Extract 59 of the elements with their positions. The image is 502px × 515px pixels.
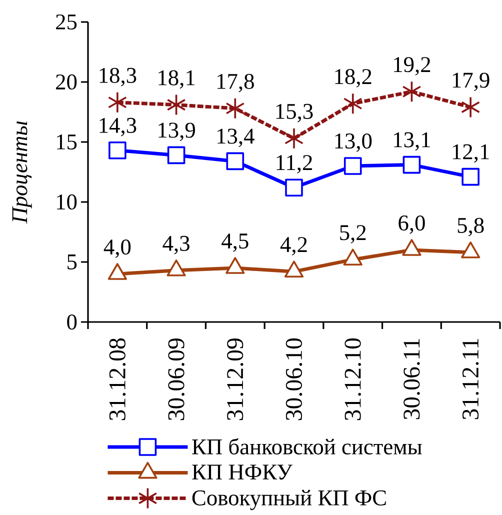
data-label: 18,1 bbox=[158, 70, 195, 89]
point bbox=[108, 92, 127, 114]
data-label: 12,1 bbox=[452, 144, 489, 163]
y-tick-label: 0 bbox=[67, 314, 77, 330]
point bbox=[226, 98, 245, 120]
y-tick-label: 5 bbox=[68, 254, 77, 270]
data-label: 6,0 bbox=[398, 215, 425, 234]
y-tick-label: 15 bbox=[57, 134, 77, 150]
point bbox=[462, 168, 480, 186]
data-label: 14,3 bbox=[100, 118, 136, 136]
point bbox=[226, 257, 245, 274]
data-label: 19,2 bbox=[394, 57, 430, 76]
legend-label: Совокупный КП ФС bbox=[192, 490, 386, 510]
data-label: 18,3 bbox=[100, 68, 136, 86]
point bbox=[166, 94, 186, 116]
point bbox=[166, 260, 186, 276]
point bbox=[402, 239, 422, 256]
data-label: 11,2 bbox=[276, 155, 312, 174]
y-tick-label: 25 bbox=[56, 14, 77, 30]
point bbox=[108, 142, 126, 160]
x-tick-label: 30.06.09 bbox=[168, 338, 184, 420]
data-label: 4,2 bbox=[280, 237, 307, 256]
data-label: 4,5 bbox=[222, 234, 248, 252]
legend-label: КП банковской системы bbox=[192, 438, 422, 454]
data-label: 5,8 bbox=[458, 218, 484, 236]
point bbox=[167, 146, 186, 164]
point bbox=[402, 80, 422, 102]
x-tick-label: 31.12.09 bbox=[227, 338, 244, 420]
x-tick-label: 31.12.08 bbox=[109, 338, 126, 420]
x-tick-label: 30.06.10 bbox=[286, 338, 302, 420]
data-label: 4,0 bbox=[104, 239, 131, 258]
point bbox=[108, 263, 127, 280]
data-label: 18,2 bbox=[335, 69, 372, 88]
point bbox=[402, 156, 421, 174]
x-tick-label: 31.12.11 bbox=[462, 338, 479, 420]
point bbox=[284, 128, 304, 150]
point bbox=[461, 96, 480, 118]
point bbox=[461, 242, 480, 258]
point bbox=[343, 248, 362, 266]
y-axis-title: Проценты bbox=[12, 121, 32, 224]
y-tick-label: 10 bbox=[57, 194, 77, 210]
data-label: 13,1 bbox=[394, 132, 430, 151]
point bbox=[344, 157, 362, 175]
point bbox=[343, 92, 362, 114]
x-tick-label: 30.06.11 bbox=[404, 338, 420, 420]
x-tick-label: 31.12.10 bbox=[344, 338, 361, 420]
data-label: 5,2 bbox=[340, 225, 366, 244]
data-label: 15,3 bbox=[276, 104, 313, 122]
point bbox=[226, 152, 244, 170]
data-label: 17,8 bbox=[218, 74, 254, 92]
data-label: 13,9 bbox=[158, 122, 195, 142]
data-label: 4,3 bbox=[162, 236, 190, 254]
point bbox=[284, 260, 304, 278]
data-label: 13,4 bbox=[218, 128, 254, 148]
data-label: 17,9 bbox=[452, 72, 490, 92]
data-label: 13,0 bbox=[335, 133, 372, 152]
point bbox=[285, 178, 303, 196]
legend-label: КП НФКУ bbox=[192, 464, 292, 480]
y-tick-label: 20 bbox=[56, 74, 77, 90]
